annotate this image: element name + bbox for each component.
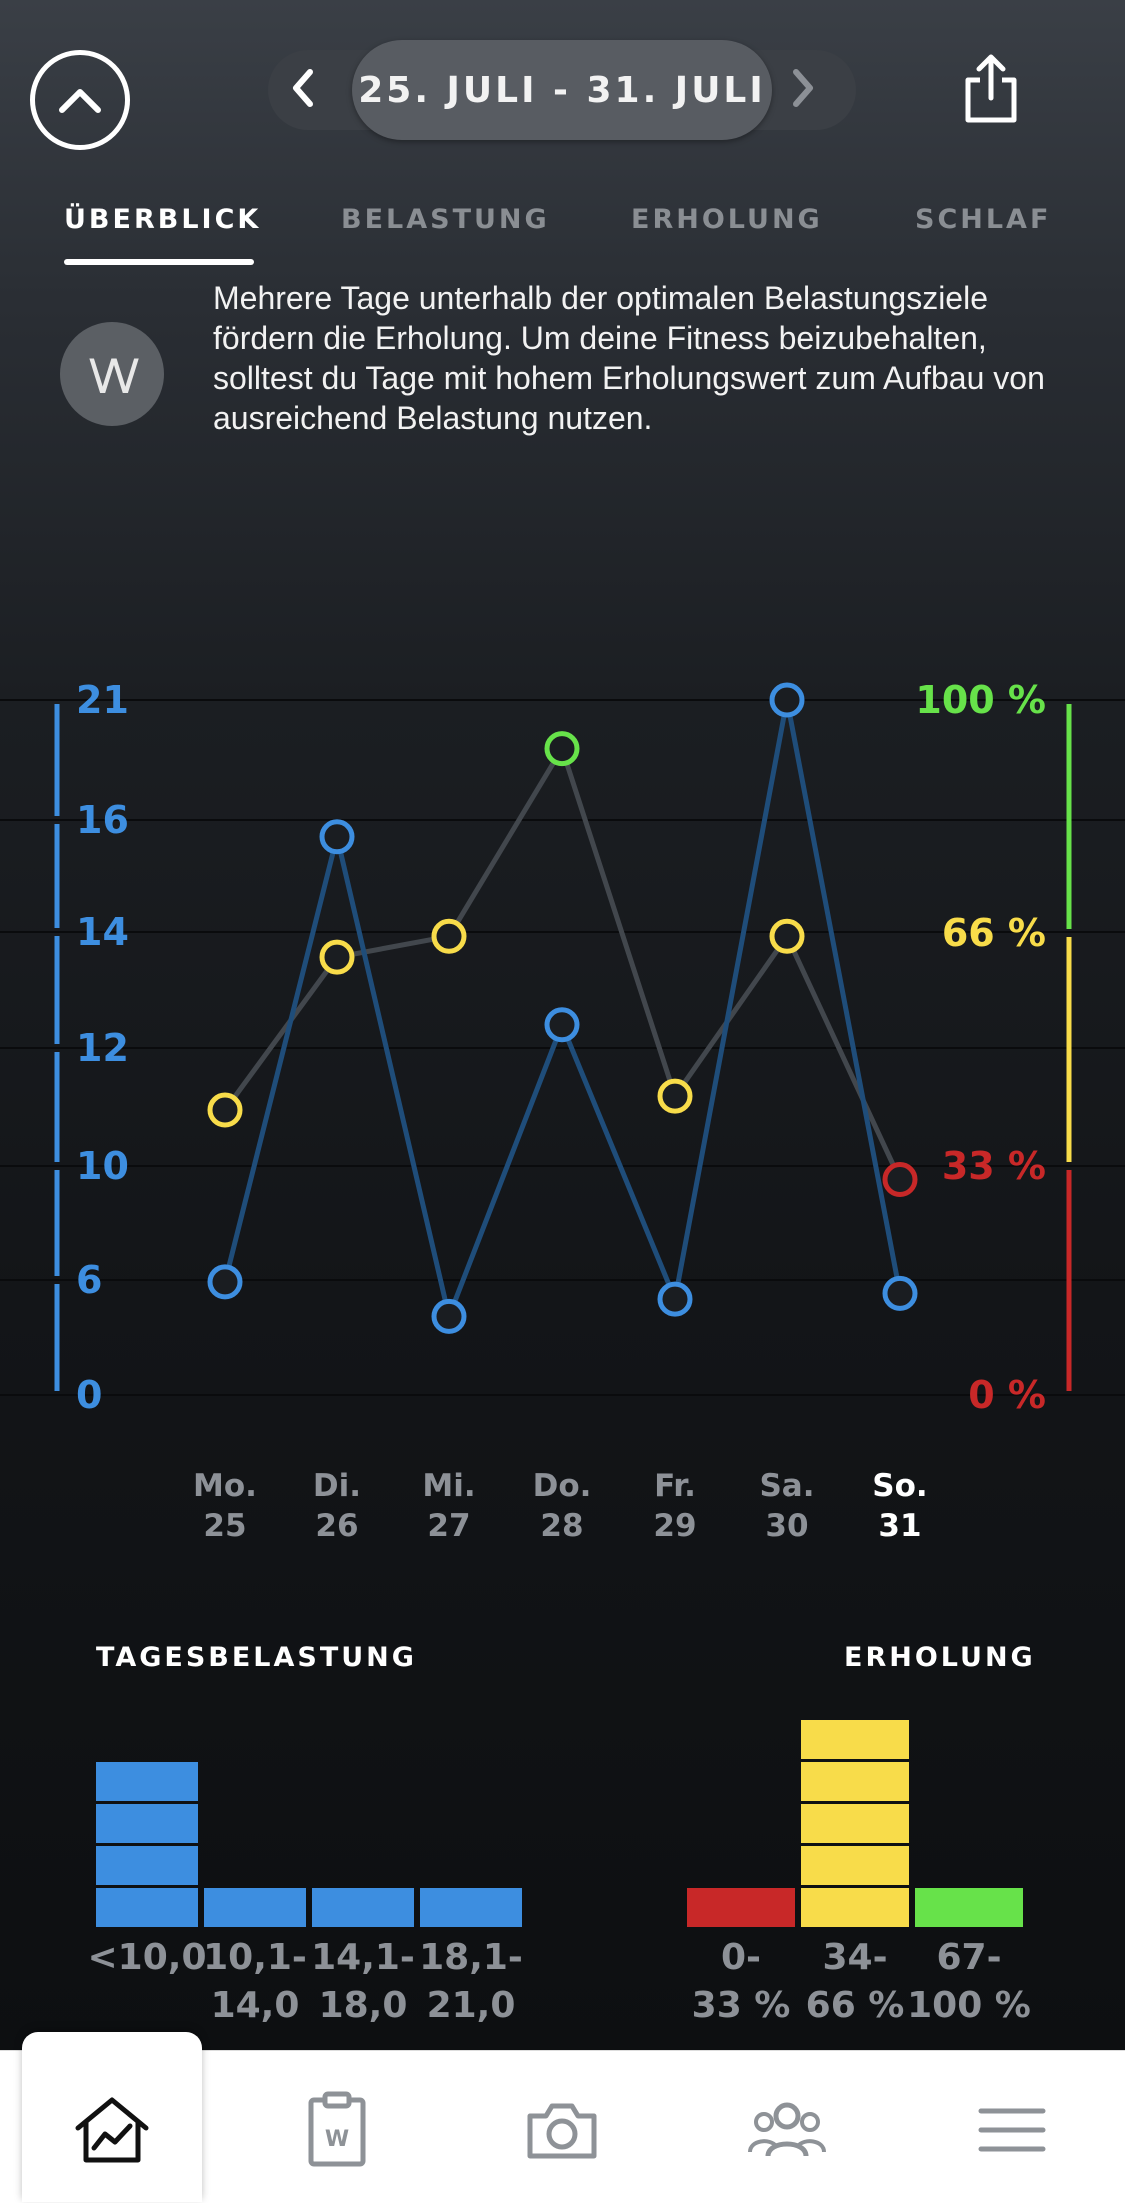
chevron-right-icon (793, 69, 813, 107)
day-weekday: Fr. (654, 1468, 696, 1504)
left-axis-tick-label: 6 (76, 1258, 102, 1302)
day-date: 27 (427, 1508, 471, 1544)
left-axis-tick-label: 12 (76, 1026, 129, 1070)
tab-strain[interactable]: BELASTUNG (341, 204, 550, 235)
nav-journal[interactable]: W (282, 2080, 392, 2180)
left-axis-tick-label: 10 (76, 1144, 129, 1188)
team-icon (748, 2102, 826, 2157)
strain-point[interactable] (431, 1298, 467, 1334)
nav-active-tab (22, 2032, 202, 2202)
nav-camera[interactable] (507, 2080, 617, 2180)
day-label[interactable]: Fr. 29 (620, 1466, 730, 1546)
strain-histogram-bin-label: <10,0 (87, 1937, 207, 1978)
nav-team[interactable] (732, 2080, 842, 2180)
strain-histogram-bin-label: 18,1- 21,0 (419, 1937, 523, 2026)
chevron-left-icon (293, 69, 313, 107)
day-date: 31 (878, 1508, 922, 1544)
chevron-up-icon (59, 89, 101, 113)
day-date: 25 (203, 1508, 247, 1544)
right-axis-tick-label: 33 % (942, 1144, 1046, 1188)
day-label[interactable]: Di. 26 (282, 1466, 392, 1546)
recovery-point[interactable] (544, 731, 580, 767)
strain-point[interactable] (319, 819, 355, 855)
strain-histogram-bar-segment (96, 1888, 198, 1927)
day-date: 26 (315, 1508, 359, 1544)
tab-sleep[interactable]: SCHLAF (915, 204, 1052, 235)
strain-point[interactable] (207, 1264, 243, 1300)
day-label[interactable]: Mi. 27 (394, 1466, 504, 1546)
recovery-histogram-bar-segment (687, 1888, 795, 1927)
day-label[interactable]: So. 31 (845, 1466, 955, 1546)
recovery-histogram-bar-segment (801, 1762, 909, 1801)
previous-week-button[interactable] (290, 66, 316, 114)
day-date: 30 (765, 1508, 809, 1544)
left-axis-tick-label: 14 (76, 910, 129, 954)
recovery-point[interactable] (657, 1078, 693, 1114)
tab-recovery[interactable]: ERHOLUNG (631, 204, 823, 235)
left-axis-tick-label: 16 (76, 798, 129, 842)
recovery-point[interactable] (319, 939, 355, 975)
strain-histogram-bin-label: 10,1- 14,0 (203, 1937, 307, 2026)
day-date: 28 (540, 1508, 584, 1544)
date-range-label[interactable]: 25. JULI - 31. JULI (352, 40, 772, 140)
recovery-histogram-bar-segment (801, 1888, 909, 1927)
strain-histogram-title: TAGESBELASTUNG (96, 1642, 417, 1673)
strain-point[interactable] (882, 1275, 918, 1311)
day-weekday: Mi. (422, 1468, 476, 1504)
menu-icon (978, 2108, 1046, 2152)
day-label[interactable]: Do. 28 (507, 1466, 617, 1546)
strain-histogram-bar-segment (312, 1888, 414, 1927)
day-weekday: Do. (532, 1468, 592, 1504)
strain-point[interactable] (544, 1007, 580, 1043)
active-tab-indicator (64, 259, 254, 265)
home-icon (75, 2097, 149, 2163)
day-weekday: Sa. (759, 1468, 815, 1504)
strain-point[interactable] (657, 1281, 693, 1317)
left-axis-tick-label: 0 (76, 1373, 102, 1410)
strain-histogram-bar-segment (204, 1888, 306, 1927)
day-date: 29 (653, 1508, 697, 1544)
svg-text:W: W (325, 2127, 349, 2152)
right-axis-tick-label: 0 % (968, 1373, 1046, 1410)
strain-histogram-bar-segment (420, 1888, 522, 1927)
next-week-button[interactable] (790, 66, 816, 114)
day-label[interactable]: Mo. 25 (170, 1466, 280, 1546)
coach-logo-icon: \/\/ (60, 322, 164, 426)
strain-point[interactable] (769, 682, 805, 718)
recovery-histogram-bin-label: 34- 66 % (805, 1937, 905, 2026)
recovery-histogram-bin-label: 67- 100 % (907, 1937, 1031, 2026)
right-axis-tick-label: 66 % (942, 911, 1046, 955)
nav-home[interactable] (57, 2080, 167, 2180)
recovery-point[interactable] (882, 1162, 918, 1198)
recovery-histogram-bin-label: 0- 33 % (691, 1937, 791, 2026)
insight-text: Mehrere Tage unterhalb der optimalen Bel… (213, 280, 1045, 436)
recovery-point[interactable] (769, 918, 805, 954)
camera-icon (527, 2103, 597, 2159)
tab-overview[interactable]: ÜBERBLICK (64, 204, 262, 235)
collapse-button[interactable] (30, 50, 130, 150)
strain-histogram-bar-segment (96, 1762, 198, 1801)
day-weekday: Mo. (193, 1468, 257, 1504)
day-weekday: Di. (312, 1468, 362, 1504)
share-icon (965, 54, 1017, 123)
recovery-point[interactable] (207, 1092, 243, 1128)
recovery-histogram-bar-segment (915, 1888, 1023, 1927)
right-axis-tick-label: 100 % (915, 678, 1046, 722)
recovery-histogram-title: ERHOLUNG (844, 1642, 1036, 1673)
recovery-histogram-bar-segment (801, 1846, 909, 1885)
journal-icon: W (308, 2091, 366, 2167)
share-button[interactable] (960, 52, 1022, 130)
nav-menu[interactable] (957, 2080, 1067, 2180)
weekly-chart: 21 16 14 12 10 6 0 100 % 66 % 33 % 0 % (0, 678, 1125, 1410)
day-weekday: So. (872, 1468, 928, 1504)
strain-histogram-bar-segment (96, 1804, 198, 1843)
day-label[interactable]: Sa. 30 (732, 1466, 842, 1546)
left-axis-tick-label: 21 (76, 678, 129, 722)
strain-histogram-bin-label: 14,1- 18,0 (311, 1937, 415, 2026)
recovery-point[interactable] (431, 918, 467, 954)
strain-histogram-bar-segment (96, 1846, 198, 1885)
recovery-histogram-bar-segment (801, 1720, 909, 1759)
recovery-histogram-bar-segment (801, 1804, 909, 1843)
